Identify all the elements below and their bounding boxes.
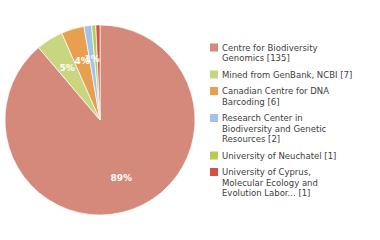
legend-line: Evolution Labor... [1] (222, 188, 310, 198)
legend-line: University of Neuchatel [1] (222, 151, 336, 161)
legend-line: Biodiversity and Genetic (222, 124, 327, 134)
legend-swatch (210, 87, 218, 95)
legend-line: University of Cyprus, (222, 167, 311, 177)
slice (92, 25, 100, 120)
legend: Centre for BiodiversityGenomics [135] Min… (210, 43, 352, 199)
data-label: 89% (111, 173, 133, 183)
legend-entry: University of Cyprus,Molecular Ecology a… (222, 167, 318, 198)
legend-line: Canadian Centre for DNA (222, 86, 329, 96)
chart: 89%5%4%1%Centre for BiodiversityGenomics… (0, 0, 380, 240)
legend-line: Mined from GenBank, NCBI [7] (222, 70, 352, 80)
legend-line: Molecular Ecology and (222, 178, 318, 188)
legend-line: Genomics [135] (222, 53, 290, 63)
legend-line: Barcoding [6] (222, 97, 280, 107)
data-label: 1% (84, 54, 99, 64)
legend-swatch (210, 71, 218, 79)
slice (96, 25, 100, 120)
legend-line: Centre for Biodiversity (222, 43, 318, 53)
legend-swatch (210, 44, 218, 52)
legend-line: Research Center in (222, 113, 303, 123)
legend-entry: Canadian Centre for DNABarcoding [6] (222, 86, 329, 107)
legend-entry: University of Neuchatel [1] (222, 151, 336, 161)
pie (5, 25, 195, 215)
slice (5, 25, 195, 215)
legend-line: Resources [2] (222, 134, 280, 144)
legend-entry: Mined from GenBank, NCBI [7] (222, 70, 352, 80)
slice (84, 25, 100, 120)
legend-entry: Research Center inBiodiversity and Genet… (222, 113, 327, 144)
legend-swatch (210, 114, 218, 122)
legend-swatch (210, 168, 218, 176)
data-label: 5% (60, 63, 75, 73)
pie-labels: 89%5%4%1% (60, 54, 132, 183)
legend-entry: Centre for BiodiversityGenomics [135] (222, 43, 318, 64)
legend-swatch (210, 152, 218, 160)
